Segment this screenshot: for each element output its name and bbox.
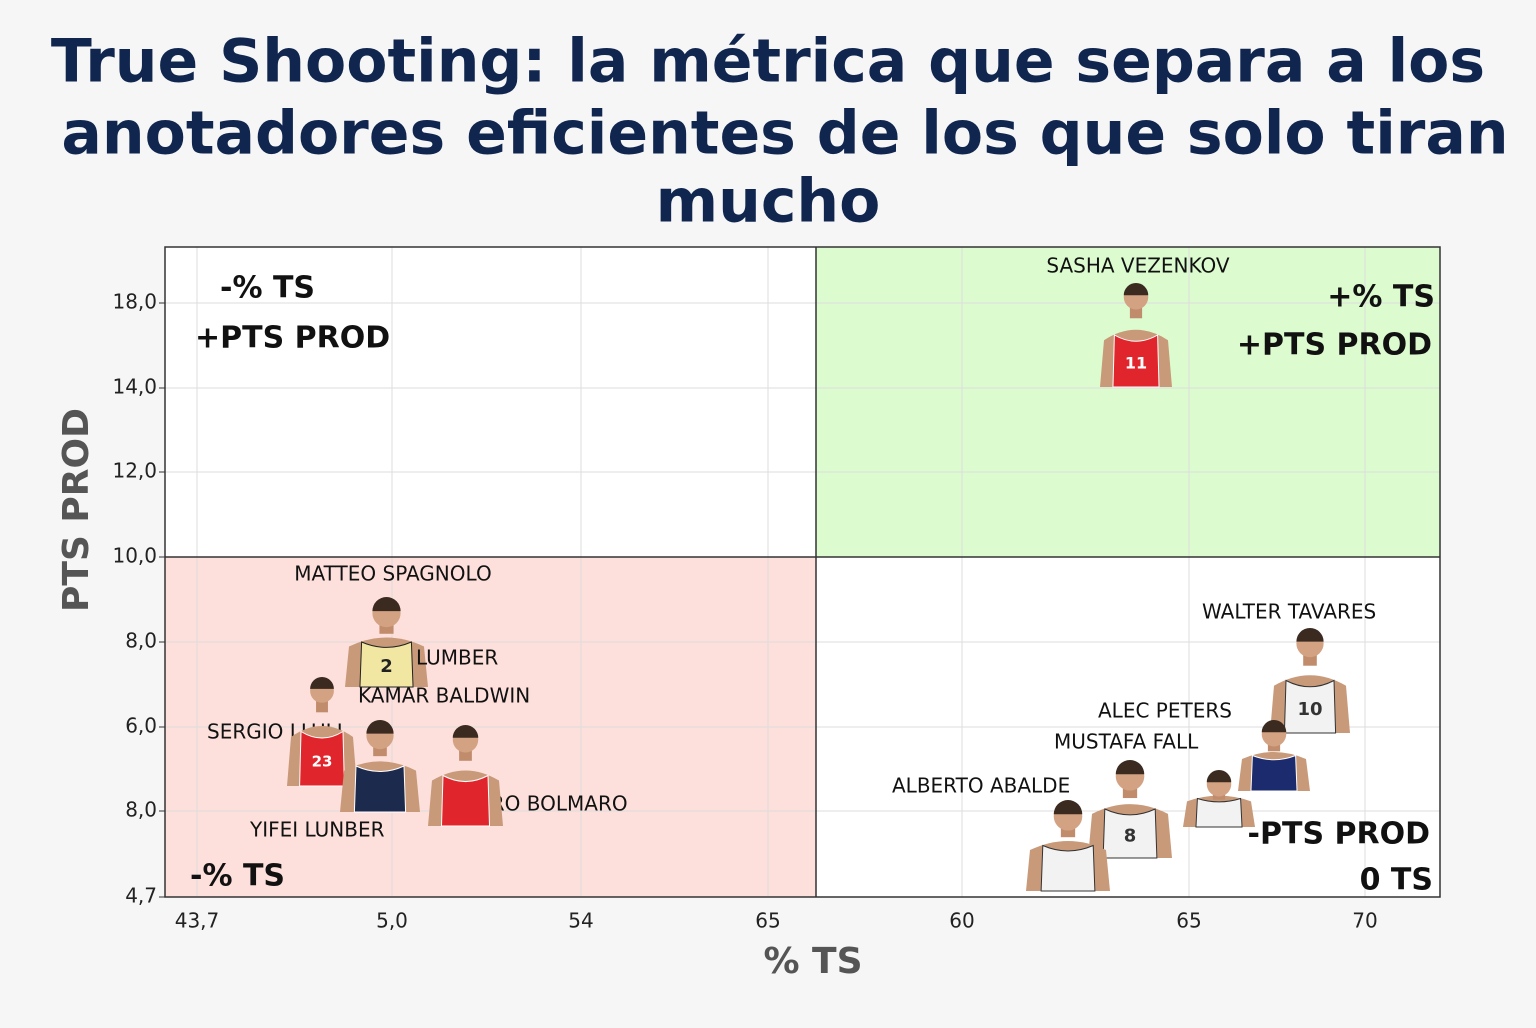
player-photo: 8 [1088, 760, 1172, 859]
title-line: True Shooting: la métrica que separa a l… [51, 27, 1485, 97]
y-axis-label: PTS PROD [56, 408, 97, 612]
quadrant-label: -% TS [220, 271, 315, 306]
player-neck [373, 745, 387, 757]
player-neck [379, 622, 394, 634]
player-jersey [1250, 754, 1298, 792]
quadrant-top-left [165, 247, 816, 557]
x-tick-label: 70 [1352, 909, 1377, 933]
player-name: SASHA VEZENKOV [1046, 254, 1230, 278]
player-photo: 2 [345, 597, 428, 688]
quadrant-label: +% TS [1327, 280, 1435, 315]
player-name: WALTER TAVARES [1202, 600, 1376, 624]
plot-frame [164, 246, 1441, 898]
player-hair [1053, 800, 1083, 815]
player-neck [1267, 742, 1281, 752]
jersey-number: 23 [312, 753, 333, 771]
player-jersey [299, 730, 345, 787]
player-name: ALEC PETERS [1098, 699, 1232, 723]
player-name: MUSTAFA FALL [1054, 730, 1199, 754]
player-neck [1060, 826, 1076, 838]
player-photo: 11 [1100, 283, 1172, 388]
player-hair [1296, 627, 1324, 642]
x-tick-label: 65 [755, 909, 780, 933]
player-hair [372, 597, 401, 612]
player-neck [1122, 786, 1138, 799]
y-tick-label: 10,0 [112, 544, 157, 568]
y-tick-label: 6,0 [125, 714, 157, 738]
y-tick-label: 12,0 [112, 459, 157, 483]
x-tick-label: 5,0 [376, 909, 408, 933]
player-hair [310, 677, 334, 689]
players: SASHA VEZENKOV 11 MATTEO SPAGNOLO 2 LUMBER KA… [207, 254, 1376, 892]
y-tick-label: 14,0 [112, 375, 157, 399]
jersey-number: 2 [380, 656, 393, 677]
player-jersey [1102, 808, 1158, 859]
y-tick-label: 18,0 [112, 290, 157, 314]
jersey-number: 8 [1124, 825, 1137, 846]
jersey-number: 11 [1125, 354, 1147, 373]
player-photo [1026, 800, 1110, 892]
y-tick-label: 8,0 [125, 629, 157, 653]
quadrant-label: +PTS PROD [195, 321, 390, 356]
player-name: KAMAR BALDWIN [358, 684, 530, 708]
player-photo: 10 [1270, 627, 1350, 734]
player-name: MATTEO SPAGNOLO [294, 562, 491, 586]
x-tick-label: 43,7 [175, 909, 220, 933]
player-jersey [1283, 679, 1337, 734]
player-hair [1261, 720, 1287, 733]
player-photo [1183, 770, 1255, 828]
quadrant-label: +PTS PROD [1237, 328, 1432, 363]
jersey-number: 10 [1297, 699, 1322, 720]
player-photo [428, 725, 503, 827]
player-photo: 23 [287, 677, 357, 787]
player-jersey [1040, 844, 1096, 892]
player-jersey [353, 765, 407, 813]
x-axis-label: % TS [763, 941, 862, 982]
player-jersey [1112, 334, 1160, 388]
quadrant-label: -% TS [190, 859, 285, 894]
player-name: ALBERTO ABALDE [892, 774, 1070, 798]
x-tick-label: 54 [568, 909, 593, 933]
title-line: anotadores eficientes de los que solo ti… [61, 99, 1508, 169]
player-hair [452, 725, 479, 738]
player-jersey [440, 774, 491, 827]
x-tick-label: 60 [949, 909, 974, 933]
player-name: LUMBER [416, 646, 498, 670]
player-jersey [359, 641, 414, 688]
player-photo [340, 720, 420, 813]
player-jersey [1195, 797, 1243, 828]
title-line: mucho [656, 167, 881, 237]
player-photo [1238, 720, 1310, 792]
quadrant-label: -PTS PROD [1248, 817, 1430, 852]
player-neck [316, 699, 328, 713]
y-tick-label: 8,0 [125, 798, 157, 822]
quadrant-label: 0 TS [1360, 863, 1433, 898]
x-tick-label: 65 [1176, 909, 1201, 933]
player-hair [1115, 760, 1145, 775]
player-hair [366, 720, 394, 734]
player-name: YIFEI LUNBER [249, 818, 385, 842]
y-tick-label: 4,7 [125, 884, 157, 908]
player-hair [1206, 770, 1232, 783]
player-hair [1123, 283, 1149, 296]
